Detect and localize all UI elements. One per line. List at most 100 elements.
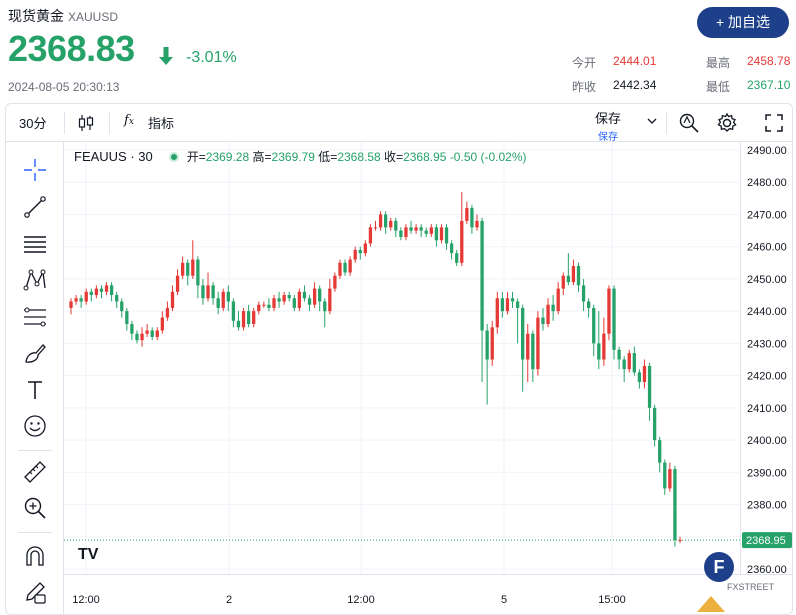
candlestick-chart	[64, 142, 740, 574]
candle-body	[363, 243, 367, 254]
instrument-title: 现货黄金 XAUUSD	[8, 6, 118, 26]
chevron-down-icon[interactable]	[647, 117, 657, 125]
candle-body	[338, 262, 342, 276]
open-value: 2444.01	[613, 54, 657, 68]
candle-body	[384, 214, 388, 228]
candle-body	[241, 311, 246, 328]
price-tick-label: 2430.00	[747, 338, 787, 350]
tradingview-logo[interactable]: TV	[78, 546, 99, 563]
candles-icon[interactable]	[78, 114, 94, 132]
candle-body	[109, 285, 114, 296]
candle-body	[74, 298, 78, 302]
instrument-name: 现货黄金	[8, 8, 64, 24]
candle-body	[439, 227, 444, 241]
fib-icon[interactable]	[21, 303, 49, 331]
price-tick-label: 2420.00	[747, 371, 787, 383]
candle-body	[181, 262, 185, 276]
chart-toolbar: 30分 fx 指标 保存 保存	[6, 104, 792, 143]
watermark-text: FXSTREET	[727, 582, 775, 592]
crosshair-icon[interactable]	[21, 156, 49, 184]
candle-body	[368, 227, 373, 244]
horizontal-lines-icon[interactable]	[21, 230, 49, 258]
candle-body	[455, 253, 459, 263]
candle-body	[211, 285, 215, 299]
candle-body	[561, 275, 565, 289]
candle-body	[323, 301, 327, 312]
candle-body	[576, 266, 581, 286]
brush-icon[interactable]	[21, 340, 49, 368]
fullscreen-icon[interactable]	[764, 113, 784, 133]
text-icon[interactable]	[21, 376, 49, 404]
candle-body	[389, 220, 393, 228]
prev-close-label: 昨收	[572, 80, 597, 94]
pattern-icon[interactable]	[21, 266, 49, 294]
price-tick-label: 2400.00	[747, 435, 787, 447]
drawing-toolbar	[6, 142, 64, 614]
price-tick-label: 2460.00	[747, 242, 787, 254]
candle-body	[541, 317, 545, 325]
lock-pencil-icon[interactable]	[21, 578, 49, 606]
add-watchlist-button[interactable]: + 加自选	[697, 7, 789, 38]
candle-body	[328, 288, 332, 312]
candle-body	[607, 288, 611, 334]
candle-body	[348, 259, 352, 273]
price-tick-label: 2360.00	[747, 564, 787, 574]
time-axis[interactable]: 12:00 2 12:00 5 15:00	[64, 574, 792, 614]
toolbar-divider	[666, 112, 667, 134]
candle-body	[343, 262, 347, 273]
candle-body	[231, 301, 236, 321]
candle-body	[414, 227, 418, 231]
ruler-icon[interactable]	[21, 458, 49, 486]
candle-body	[318, 288, 322, 302]
interval-selector[interactable]: 30分	[19, 116, 47, 131]
candle-body	[449, 243, 454, 254]
candle-body	[632, 353, 636, 373]
toolbar-divider	[64, 112, 65, 134]
candle-body	[668, 469, 672, 489]
high-label: 最高	[706, 56, 731, 70]
candle-body	[89, 291, 93, 296]
candle-body	[186, 262, 190, 276]
candle-body	[353, 249, 357, 260]
time-tick-label: 15:00	[598, 594, 626, 606]
price-plot[interactable]: FEAUUS · 30 开=2369.28 高=2369.79 低=2368.58…	[64, 142, 740, 574]
candle-body	[510, 298, 515, 302]
legend-low: 2368.58	[337, 150, 381, 164]
candle-body	[505, 298, 510, 312]
candle-body	[495, 298, 499, 328]
gear-icon[interactable]	[716, 112, 738, 134]
candle-body	[94, 288, 99, 296]
trend-line-icon[interactable]	[21, 193, 49, 221]
legend-high-label: 高	[252, 150, 265, 164]
candle-body	[429, 227, 433, 234]
emoji-icon[interactable]	[21, 412, 49, 440]
candle-body	[571, 266, 576, 283]
candle-body	[277, 298, 281, 302]
zoom-in-icon[interactable]	[21, 494, 49, 522]
candle-body	[551, 304, 555, 312]
chart-legend: FEAUUS · 30 开=2369.28 高=2369.79 低=2368.58…	[74, 149, 527, 164]
indicators-button[interactable]: 指标	[148, 116, 175, 131]
quick-search-icon[interactable]	[678, 112, 700, 134]
save-button[interactable]: 保存 保存	[595, 108, 621, 143]
candle-body	[647, 365, 652, 408]
legend-change: -0.50 (-0.02%)	[449, 150, 527, 164]
price-tick-label: 2490.00	[747, 145, 787, 157]
fx-icon[interactable]: fx	[124, 113, 134, 128]
candle-body	[140, 333, 144, 341]
candle-body	[526, 333, 530, 360]
candle-body	[521, 307, 525, 360]
drawbar-divider	[18, 450, 52, 451]
price-axis[interactable]: 2490.00 2480.00 2470.00 2460.00 2450.00 2440.…	[740, 142, 792, 576]
candle-body	[155, 330, 159, 337]
candle-body	[536, 317, 540, 370]
price-tick-label: 2480.00	[747, 177, 787, 189]
candle-body	[257, 304, 261, 312]
last-price-badge	[742, 532, 792, 549]
magnet-icon[interactable]	[21, 542, 49, 570]
candle-body	[434, 227, 439, 241]
quote-datetime: 2024-08-05 20:30:13	[8, 80, 120, 94]
current-price: 2368.83	[8, 28, 135, 69]
candle-body	[460, 220, 464, 263]
chart-widget: 30分 fx 指标 保存 保存	[5, 103, 793, 615]
